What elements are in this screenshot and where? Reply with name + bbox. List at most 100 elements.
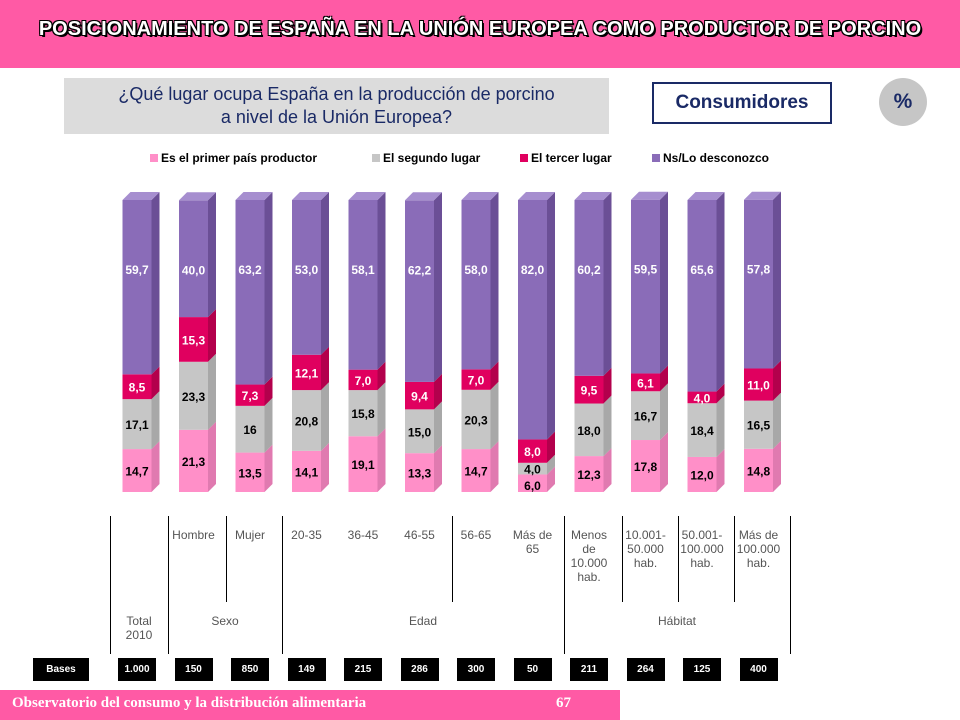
data-label-3-col-4: 12,1 — [295, 366, 319, 380]
column-header: Más de 100.000 hab. — [736, 528, 781, 570]
table-divider — [168, 516, 169, 654]
data-label-3-col-6: 9,4 — [411, 390, 428, 404]
bar-segment-4-col-5 — [348, 192, 386, 370]
bar-segment-4-col-9 — [574, 192, 612, 376]
legend-item-fourth: Ns/Lo desconozco — [652, 150, 769, 166]
data-label-2-col-3: 16 — [243, 423, 257, 437]
data-label-4-col-9: 60,2 — [577, 263, 601, 277]
base-count: 300 — [457, 658, 495, 681]
data-label-3-col-5: 7,0 — [355, 374, 372, 388]
bar-segment-4-col-8 — [518, 192, 555, 440]
bar-segment-3-col-5 — [348, 361, 386, 391]
column-header: Más de 65 — [512, 528, 553, 556]
percent-badge: % — [879, 78, 927, 126]
data-label-4-col-7: 58,0 — [464, 263, 488, 277]
data-label-2-col-6: 15,0 — [408, 425, 432, 439]
bar-segment-2-col-3 — [235, 397, 273, 453]
bar-segment-2-col-7 — [461, 381, 499, 450]
column-header: Menos de 10.000 hab. — [570, 528, 608, 584]
column-header: 20-35 — [291, 528, 322, 542]
bar-segment-1-col-9 — [574, 448, 612, 492]
bar-segment-4-col-12 — [744, 191, 781, 369]
bar-segment-1-col-11 — [687, 448, 725, 492]
bar-segment-2-col-6 — [405, 401, 442, 454]
bar-segment-1-col-12 — [744, 440, 781, 492]
group-label-sexo: Sexo — [211, 614, 239, 628]
bar-segment-2-col-12 — [744, 392, 781, 449]
column-header: 56-65 — [460, 528, 492, 542]
bar-segment-1-col-7 — [461, 441, 499, 492]
base-count: 50 — [513, 658, 552, 681]
base-count: 125 — [683, 658, 721, 681]
bar-segment-3-col-10 — [631, 365, 668, 392]
base-count: 150 — [174, 658, 213, 681]
bar-segment-4-col-6 — [405, 192, 442, 382]
data-label-1-col-1: 14,7 — [125, 465, 149, 479]
base-count: 264 — [626, 658, 665, 681]
data-label-1-col-8: 6,0 — [524, 479, 541, 493]
legend-item-first: Es el primer país productor — [150, 150, 317, 166]
table-divider — [564, 516, 565, 654]
bar-segment-2-col-10 — [631, 383, 668, 441]
base-count: 149 — [287, 658, 326, 681]
group-label-edad: Edad — [408, 614, 438, 628]
bar-segment-2-col-5 — [348, 382, 386, 437]
bar-segment-1-col-1 — [122, 441, 160, 492]
column-header: 46-55 — [404, 528, 435, 542]
group-label-total: Total 2010 — [125, 614, 153, 642]
bar-segment-4-col-10 — [631, 191, 668, 374]
data-label-4-col-12: 57,8 — [747, 263, 771, 277]
page-number: 67 — [556, 695, 571, 711]
bar-segment-3-col-3 — [235, 376, 273, 406]
data-label-3-col-1: 8,5 — [129, 381, 146, 395]
data-label-4-col-5: 58,1 — [351, 263, 375, 277]
bar-segment-3-col-4 — [292, 346, 329, 391]
base-count: 211 — [570, 658, 608, 681]
data-label-3-col-8: 8,0 — [524, 445, 541, 459]
table-divider — [226, 516, 227, 602]
bar-segment-1-col-3 — [235, 444, 273, 492]
legend-swatch-first — [150, 154, 158, 162]
data-label-3-col-9: 9,5 — [581, 384, 598, 398]
base-count: 1.000 — [118, 658, 156, 681]
table-divider — [678, 516, 679, 602]
data-label-4-col-1: 59,7 — [125, 263, 149, 277]
question-line-1: ¿Qué lugar ocupa España en la producción… — [118, 84, 555, 104]
question-box: ¿Qué lugar ocupa España en la producción… — [64, 78, 609, 134]
header-bar: POSICIONAMIENTO DE ESPAÑA EN LA UNIÓN EU… — [0, 0, 960, 68]
data-label-4-col-6: 62,2 — [408, 263, 432, 277]
column-header: 10.001- 50.000 hab. — [625, 528, 666, 570]
data-label-4-col-8: 82,0 — [521, 263, 545, 277]
bar-segment-3-col-11 — [687, 383, 725, 404]
bar-segment-2-col-2 — [179, 353, 216, 430]
data-label-2-col-12: 16,5 — [747, 419, 771, 433]
bar-segment-2-col-11 — [687, 395, 725, 457]
base-count: 286 — [400, 658, 439, 681]
bar-segment-3-col-6 — [405, 373, 442, 410]
column-header: 50.001- 100.000 hab. — [680, 528, 724, 570]
legend-label-first: Es el primer país productor — [161, 151, 318, 165]
bar-segment-3-col-7 — [461, 361, 499, 390]
data-label-1-col-10: 17,8 — [634, 460, 658, 474]
segment-label: Consumidores — [652, 82, 832, 124]
bar-segment-3-col-8 — [518, 431, 555, 463]
bar-segment-2-col-9 — [574, 395, 612, 457]
legend-label-second: El segundo lugar — [383, 151, 481, 165]
data-label-2-col-9: 18,0 — [577, 424, 601, 438]
stacked-bar-chart: 14,7 17,1 8,5 59,7 21,3 23,3 15,3 40,0 13,5 16 7,3… — [122, 191, 781, 493]
table-divider — [790, 516, 791, 654]
data-label-2-col-11: 18,4 — [690, 424, 714, 438]
table-divider — [452, 516, 453, 602]
data-label-3-col-12: 11,0 — [747, 379, 770, 393]
data-label-2-col-2: 23,3 — [182, 390, 206, 404]
bases-label: Bases — [33, 658, 89, 681]
data-label-2-col-7: 20,3 — [464, 413, 488, 427]
bar-segment-2-col-1 — [122, 391, 160, 450]
bar-segment-3-col-12 — [744, 360, 781, 401]
data-label-2-col-4: 20,8 — [295, 414, 319, 428]
bar-segment-4-col-1 — [122, 192, 160, 375]
footer-bar: Observatorio del consumo y la distribuci… — [0, 690, 620, 720]
bar-segment-1-col-4 — [292, 442, 329, 492]
data-label-3-col-10: 6,1 — [637, 376, 654, 390]
legend-swatch-fourth — [652, 154, 660, 162]
